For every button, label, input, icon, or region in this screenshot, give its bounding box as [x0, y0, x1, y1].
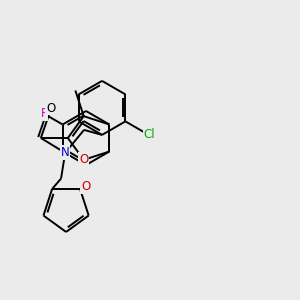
- Text: O: O: [81, 181, 91, 194]
- Text: F: F: [40, 107, 47, 120]
- Text: O: O: [79, 153, 88, 166]
- Text: N: N: [61, 146, 70, 159]
- Text: Cl: Cl: [143, 128, 155, 141]
- Text: O: O: [46, 101, 56, 115]
